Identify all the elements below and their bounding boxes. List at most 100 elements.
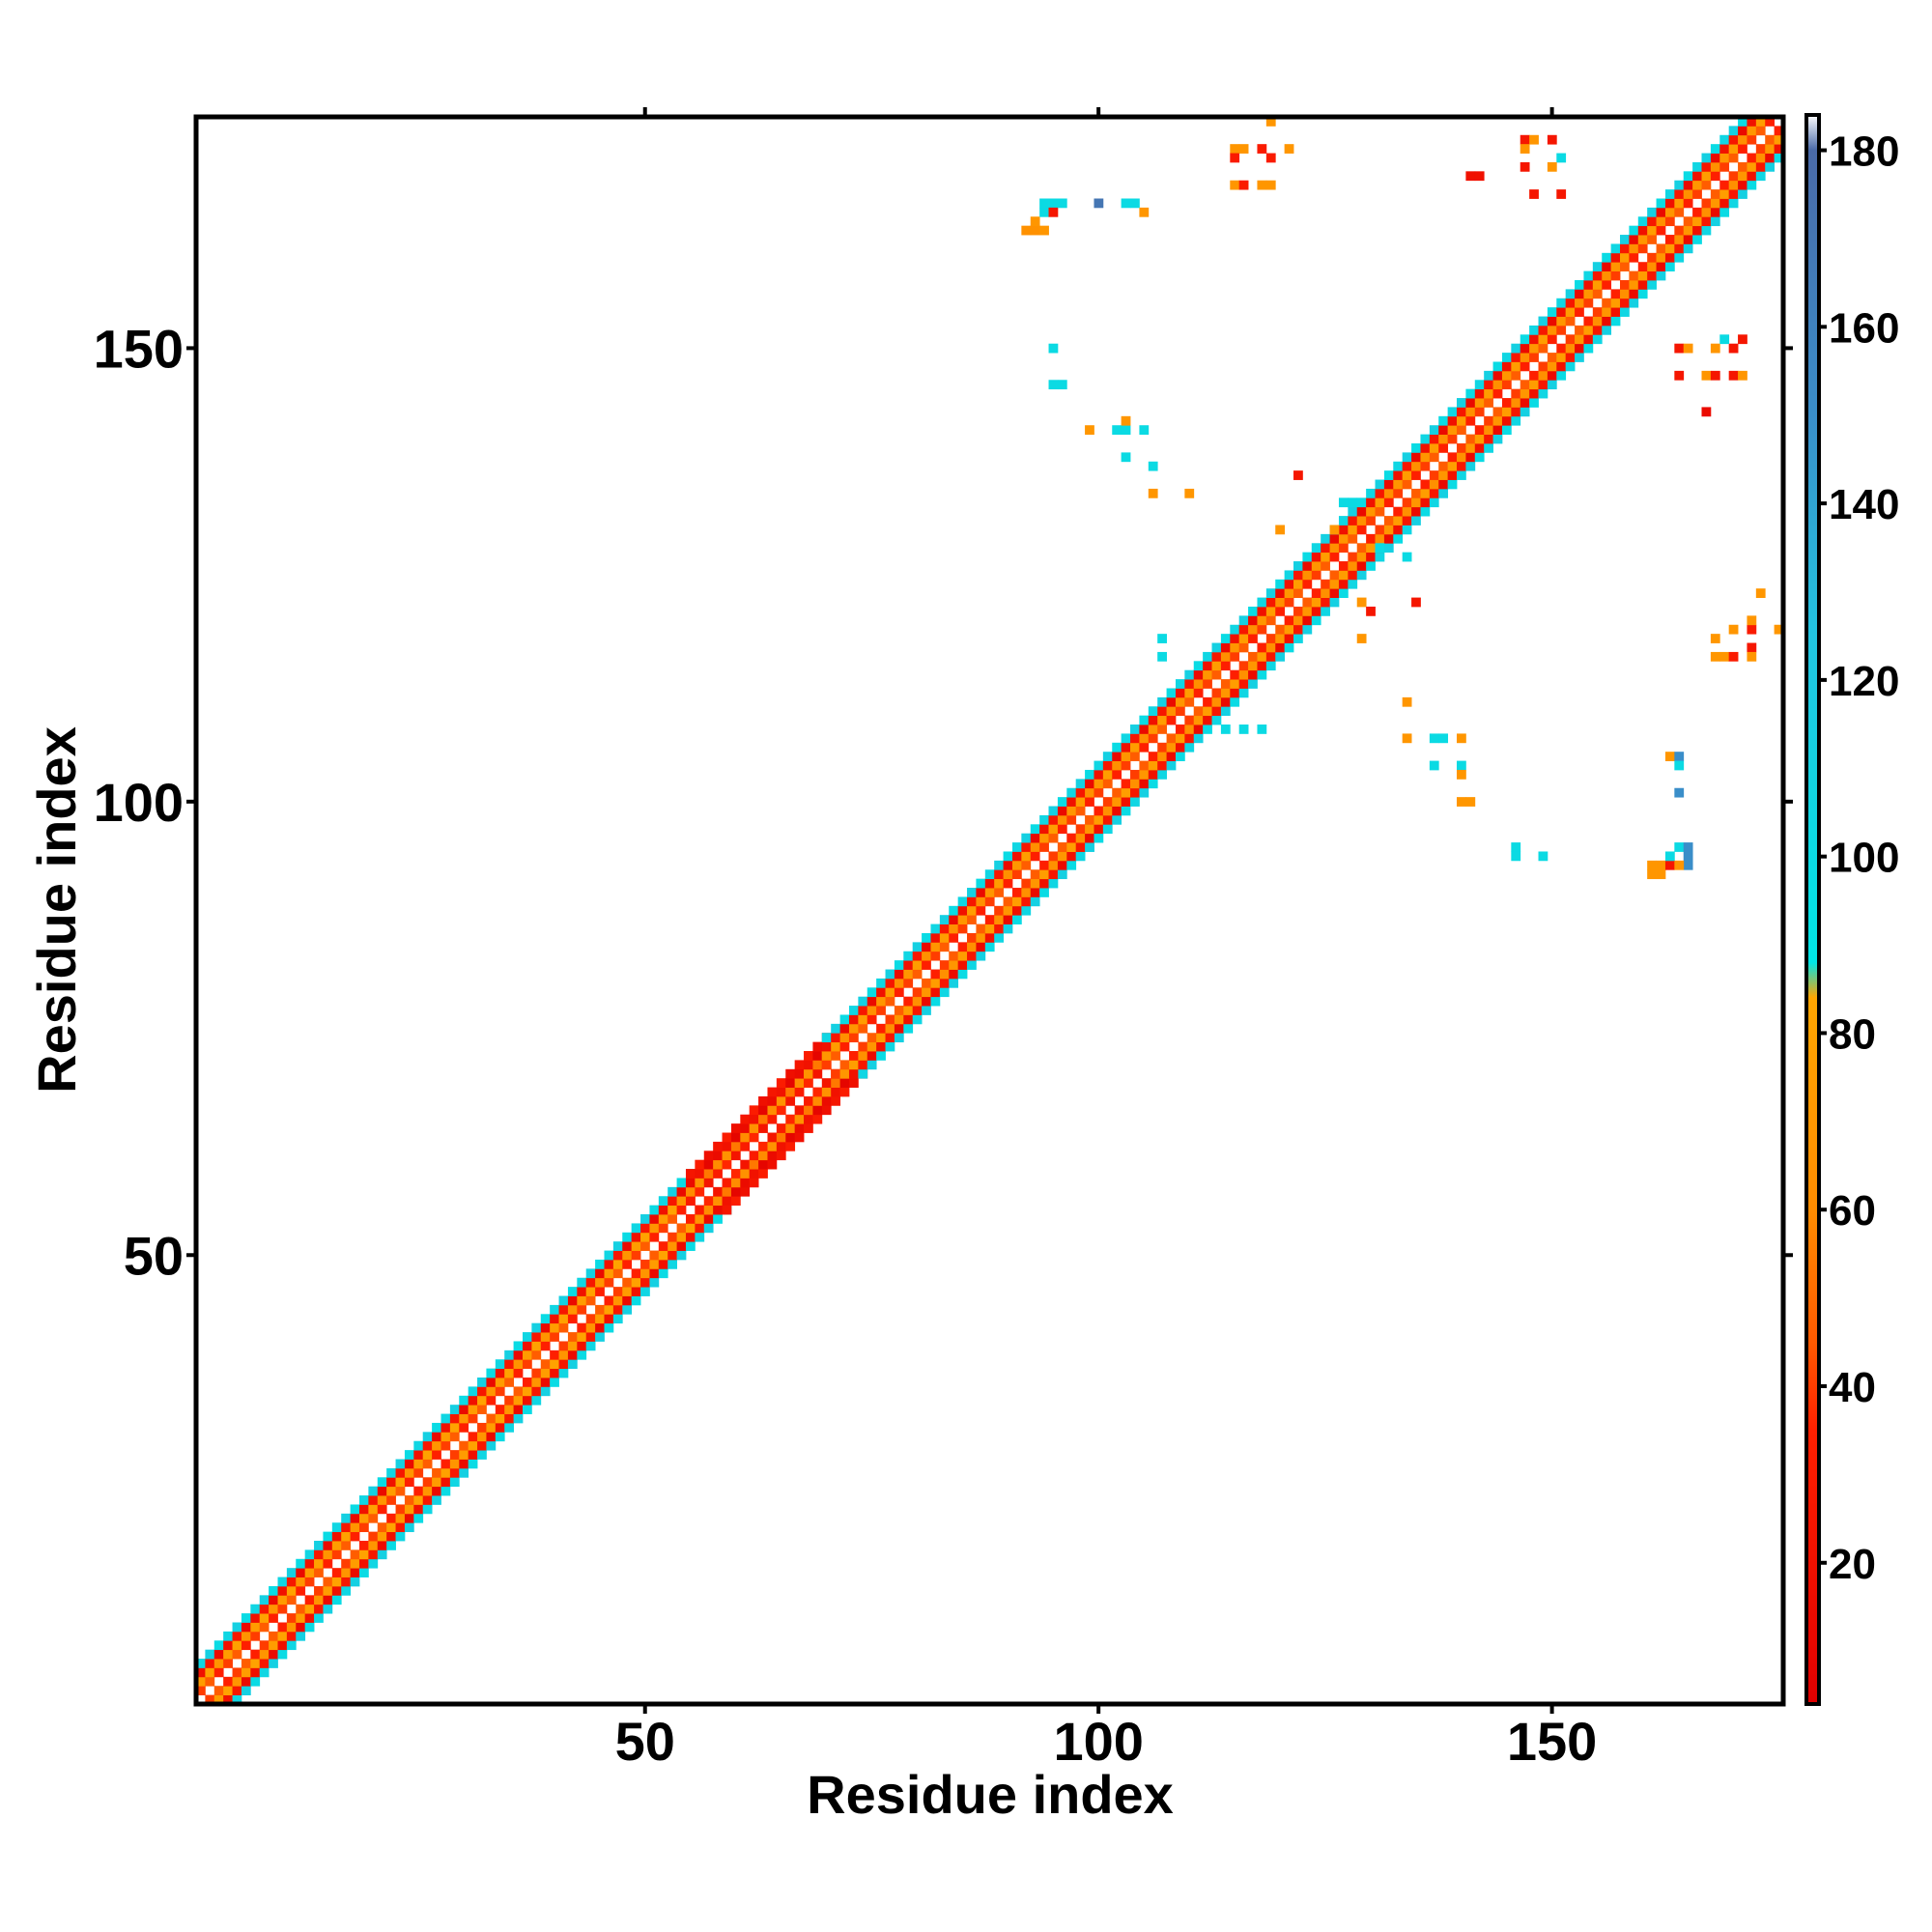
heatmap-cell [1692,161,1702,172]
heatmap-cell [358,1541,369,1550]
heatmap-cell [1728,624,1739,635]
heatmap-cell [277,1640,288,1651]
colorbar-gradient [1804,113,1821,1706]
heatmap-cell [1664,235,1675,244]
heatmap-cell [358,1504,369,1515]
heatmap-cell [1139,779,1150,789]
heatmap-cell [821,1105,832,1116]
heatmap-cell [1529,380,1539,390]
heatmap-cell [821,1041,832,1052]
heatmap-cell [1021,860,1032,870]
heatmap-cell [277,1577,288,1587]
heatmap-cell [1329,552,1340,562]
heatmap-cell [1383,470,1394,480]
heatmap-cell [1203,669,1212,680]
heatmap-cell [1420,479,1431,490]
heatmap-cell [1556,316,1567,327]
heatmap-cell [213,1649,224,1660]
heatmap-cell [1547,316,1557,327]
heatmap-cell [358,1495,369,1505]
heatmap-cell [296,1568,306,1577]
heatmap-cell [323,1549,333,1560]
heatmap-cell [1293,579,1303,589]
heatmap-cell [794,1114,805,1124]
heatmap-cell [1710,634,1720,643]
heatmap-cell [1520,380,1530,390]
heatmap-cell [1565,316,1576,327]
heatmap-cell [468,1405,478,1414]
heatmap-cell [1348,561,1358,571]
heatmap-cell [377,1549,387,1560]
heatmap-cell [1102,797,1113,807]
heatmap-cell [449,1405,460,1414]
heatmap-cell [767,1141,778,1151]
heatmap-cell [286,1640,297,1651]
heatmap-cell [1030,842,1040,852]
heatmap-cell [1511,842,1521,852]
heatmap-cell [1575,353,1584,362]
heatmap-cell [1647,869,1657,880]
heatmap-cell [413,1459,424,1469]
heatmap-cell [241,1640,251,1651]
heatmap-cell [1293,561,1303,571]
heatmap-cell [1356,561,1367,571]
heatmap-cell [1538,851,1548,862]
heatmap-cell [531,1368,542,1378]
heatmap-cell [1457,769,1466,780]
heatmap-cell [1457,398,1466,408]
heatmap-cell [1166,760,1177,771]
heatmap-cell [831,1033,840,1043]
heatmap-cell [241,1676,251,1687]
heatmap-cell [776,1123,786,1133]
heatmap-cell [1755,153,1766,163]
heatmap-cell [1484,434,1493,444]
heatmap-cell [1520,334,1530,345]
heatmap-cell [1755,144,1766,154]
heatmap-cell [1465,407,1476,417]
heatmap-cell [839,1014,850,1025]
heatmap-cell [522,1405,532,1414]
heatmap-cell [894,1023,904,1034]
heatmap-cell [1275,597,1286,608]
heatmap-cell [1211,696,1222,707]
heatmap-cell [449,1432,460,1442]
heatmap-cell [1248,651,1258,662]
heatmap-cell [1501,407,1512,417]
heatmap-cell [296,1577,306,1587]
heatmap-cell [1529,398,1539,408]
heatmap-cell [413,1504,424,1515]
heatmap-cell [1048,814,1059,825]
heatmap-cell [876,1051,886,1061]
heatmap-cell [567,1332,578,1342]
heatmap-cell [604,1268,614,1279]
heatmap-cell [967,960,977,970]
heatmap-cell [1121,452,1131,463]
heatmap-cell [1683,860,1693,870]
heatmap-cell [232,1649,242,1660]
heatmap-cell [776,1078,786,1088]
heatmap-cell [848,1006,859,1015]
heatmap-cell [876,987,886,998]
heatmap-cell [1674,860,1685,870]
colorbar-tick-label: 40 [1829,1364,1876,1411]
heatmap-cell [386,1522,396,1533]
heatmap-cell [1656,207,1666,217]
heatmap-cell [1284,144,1294,154]
heatmap-cell [776,1095,786,1106]
heatmap-cell [1674,243,1685,254]
heatmap-cell [848,1023,859,1034]
heatmap-cell [1457,452,1466,463]
heatmap-cell [1193,706,1204,717]
heatmap-cell [930,951,941,961]
heatmap-cell [912,960,923,970]
heatmap-cell [1383,543,1394,554]
heatmap-cell [1402,452,1412,463]
heatmap-cell [1203,679,1212,689]
heatmap-cell [730,1141,741,1151]
heatmap-cell [1575,289,1584,299]
heatmap-cell [1011,888,1022,897]
heatmap-cell [550,1304,559,1315]
heatmap-cell [1420,461,1431,471]
heatmap-cell [1592,316,1603,327]
heatmap-cell [640,1223,650,1234]
